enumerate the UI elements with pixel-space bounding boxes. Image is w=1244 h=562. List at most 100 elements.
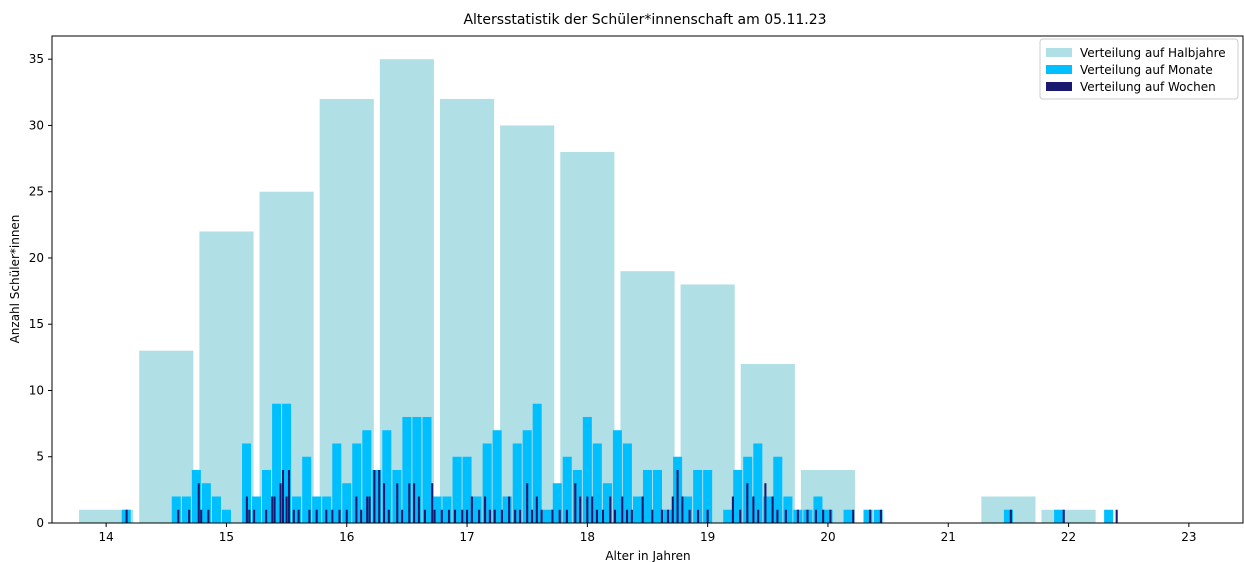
monate-bar-4 <box>201 483 211 523</box>
wochen-bar-86 <box>757 509 760 523</box>
monate-bar-66 <box>863 509 873 523</box>
wochen-bar-93 <box>814 509 817 523</box>
monate-bar-64 <box>823 509 833 523</box>
monate-bar-58 <box>763 496 773 523</box>
wochen-bar-12 <box>279 483 282 523</box>
wochen-bar-19 <box>315 509 318 523</box>
monate-bar-70 <box>1104 509 1114 523</box>
monate-bar-5 <box>211 496 221 523</box>
monate-bar-69 <box>1054 509 1064 523</box>
monate-bar-44 <box>612 430 622 523</box>
wochen-bar-90 <box>784 509 787 523</box>
wochen-bar-73 <box>651 509 654 523</box>
monate-bar-51 <box>683 496 693 523</box>
monate-bar-45 <box>622 443 632 523</box>
wochen-bar-27 <box>368 496 371 523</box>
wochen-bar-46 <box>478 509 481 523</box>
wochen-bar-67 <box>609 496 612 523</box>
monate-bar-7 <box>242 443 252 523</box>
wochen-bar-37 <box>423 509 426 523</box>
chart-title: Altersstatistik der Schüler*innenschaft … <box>463 12 826 28</box>
wochen-bar-53 <box>518 509 522 523</box>
wochen-bar-8 <box>253 509 256 523</box>
legend-label-2: Verteilung auf Wochen <box>1080 80 1216 94</box>
y-tick-label-2: 10 <box>29 383 44 397</box>
y-axis-ticks: 0 5 10 15 20 25 30 35 <box>29 52 52 530</box>
wochen-bar-88 <box>771 496 774 523</box>
wochen-bar-60 <box>565 509 568 523</box>
x-tick-label-3: 17 <box>459 530 474 544</box>
wochen-bar-41 <box>447 509 451 523</box>
monate-bar-63 <box>813 496 823 523</box>
wochen-bar-69 <box>621 496 624 523</box>
x-tick-label-9: 23 <box>1181 530 1196 544</box>
monate-bar-57 <box>753 443 763 523</box>
monate-bar-29 <box>462 456 472 523</box>
wochen-bar-81 <box>706 509 709 523</box>
wochen-bar-78 <box>681 496 684 523</box>
wochen-bar-61 <box>574 483 577 523</box>
wochen-bar-94 <box>822 509 825 523</box>
wochen-bar-62 <box>579 496 582 523</box>
wochen-bar-0 <box>125 509 128 523</box>
monate-bar-36 <box>532 403 542 523</box>
monate-bar-12 <box>292 496 302 523</box>
wochen-bar-29 <box>378 469 381 523</box>
wochen-bar-59 <box>558 509 561 523</box>
wochen-bar-34 <box>408 483 411 523</box>
wochen-bar-85 <box>752 496 755 523</box>
monate-bar-39 <box>562 456 572 523</box>
halbjahre-bar-0 <box>79 509 134 523</box>
wochen-bar-48 <box>488 509 491 523</box>
wochen-bar-74 <box>660 509 663 523</box>
monate-bar-17 <box>342 483 352 523</box>
wochen-bar-70 <box>626 509 629 523</box>
monate-bar-23 <box>402 416 412 523</box>
wochen-bar-99 <box>1009 509 1012 523</box>
wochen-bar-35 <box>413 483 416 523</box>
legend-label-0: Verteilung auf Halbjahre <box>1080 46 1226 60</box>
monate-bar-59 <box>773 456 783 523</box>
wochen-bar-57 <box>540 509 543 523</box>
wochen-bar-38 <box>431 483 434 523</box>
x-axis-ticks: 14 15 16 17 18 19 20 21 22 23 <box>98 523 1197 544</box>
wochen-bar-79 <box>688 509 691 523</box>
wochen-bar-5 <box>207 509 210 523</box>
legend-swatch-2 <box>1046 82 1072 91</box>
x-tick-label-8: 22 <box>1061 530 1076 544</box>
monate-bar-40 <box>572 469 582 523</box>
wochen-bar-15 <box>287 469 291 523</box>
wochen-bar-17 <box>297 509 300 523</box>
wochen-bar-20 <box>325 509 328 523</box>
y-tick-label-5: 25 <box>29 185 44 199</box>
wochen-bar-83 <box>739 509 742 523</box>
wochen-bar-76 <box>671 496 674 523</box>
monate-bar-34 <box>512 443 522 523</box>
wochen-bar-87 <box>764 483 767 523</box>
wochen-bar-52 <box>514 509 517 523</box>
x-tick-label-7: 21 <box>941 530 956 544</box>
wochen-bar-32 <box>396 483 399 523</box>
wochen-bar-6 <box>245 496 248 523</box>
x-tick-label-6: 20 <box>820 530 835 544</box>
wochen-bar-28 <box>373 469 376 523</box>
monate-bar-9 <box>261 469 272 523</box>
monate-bar-60 <box>783 496 793 523</box>
monate-bar-52 <box>693 469 703 523</box>
y-tick-label-1: 5 <box>36 450 44 464</box>
monate-bar-65 <box>843 509 853 523</box>
wochen-bar-26 <box>366 496 369 523</box>
wochen-bar-68 <box>613 509 617 523</box>
halbjahre-bar-1 <box>139 350 194 523</box>
wochen-bar-11 <box>273 496 276 523</box>
monate-bar-25 <box>422 416 432 523</box>
wochen-bar-56 <box>535 496 538 523</box>
monate-bar-24 <box>412 416 422 523</box>
wochen-bar-39 <box>433 509 436 523</box>
y-tick-label-3: 15 <box>29 317 44 331</box>
monate-bar-67 <box>873 509 883 523</box>
wochen-bar-25 <box>360 509 363 523</box>
wochen-bar-49 <box>493 509 496 523</box>
monate-bar-68 <box>1003 509 1013 523</box>
monate-bar-37 <box>542 509 552 523</box>
